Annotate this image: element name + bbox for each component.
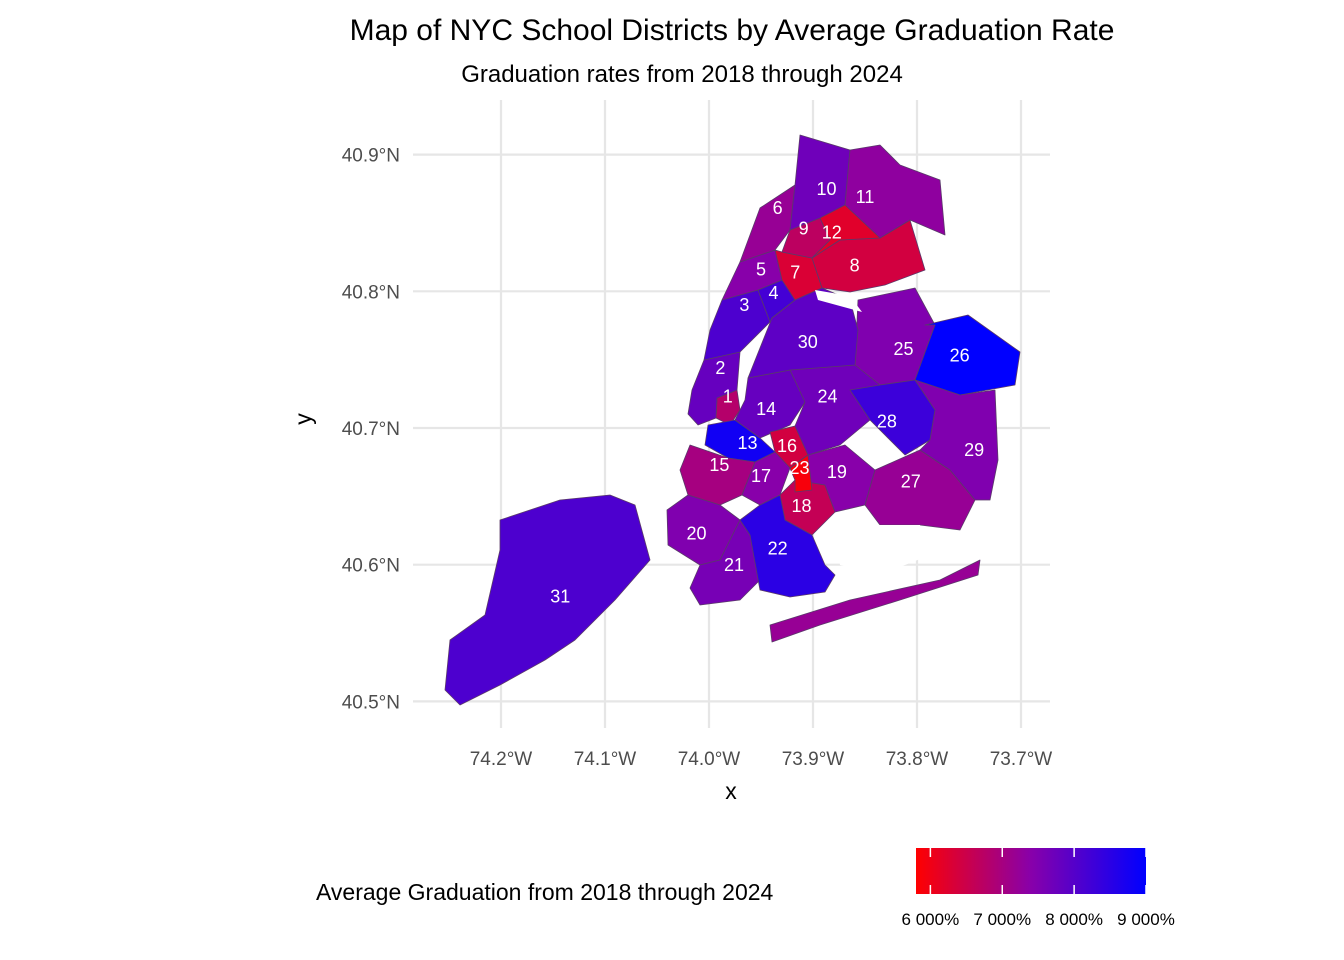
district-label: 3 (739, 295, 749, 315)
y-tick-labels: 40.9°N 40.8°N 40.7°N 40.6°N 40.5°N (342, 146, 400, 714)
district-27-rockaway (769, 559, 981, 643)
legend-tick-label: 8 000% (1045, 910, 1103, 929)
district-label: 15 (709, 455, 729, 475)
x-tick-label: 73.9°W (782, 749, 845, 770)
district-label: 1 (723, 387, 733, 407)
legend-ticks: 6 000% 7 000% 8 000% 9 000% (902, 848, 1175, 929)
district-label: 4 (768, 283, 778, 303)
district-12 (811, 204, 881, 259)
district-label: 29 (964, 440, 984, 460)
district-label: 11 (856, 187, 875, 207)
district-label: 14 (756, 399, 776, 419)
district-label: 18 (792, 496, 812, 516)
district-2 (687, 351, 741, 426)
district-label: 30 (798, 332, 818, 352)
district-label: 8 (850, 255, 860, 275)
y-tick-label: 40.7°N (342, 419, 400, 440)
y-tick-label: 40.8°N (342, 282, 400, 303)
district-15 (679, 444, 756, 506)
x-tick-labels: 74.2°W 74.1°W 74.0°W 73.9°W 73.8°W 73.7°W (470, 749, 1053, 770)
y-tick-label: 40.9°N (342, 146, 400, 167)
district-26 (914, 314, 1021, 396)
y-tick-label: 40.5°N (342, 692, 400, 713)
chart-title: Map of NYC School Districts by Average G… (350, 14, 1115, 47)
district-label: 2 (715, 358, 725, 378)
district-label: 6 (773, 198, 783, 218)
district-23 (789, 454, 813, 493)
district-label: 21 (724, 555, 744, 575)
district-label: 16 (777, 436, 797, 456)
chart-subtitle: Graduation rates from 2018 through 2024 (461, 61, 903, 88)
water-gaps (815, 290, 930, 575)
district-label: 12 (822, 223, 842, 243)
district-label: 7 (790, 262, 800, 282)
district-label: 13 (737, 433, 757, 453)
district-label: 20 (687, 523, 707, 543)
district-polygons (444, 134, 1021, 706)
district-label: 23 (789, 458, 809, 478)
legend-tick-label: 9 000% (1117, 910, 1175, 929)
x-tick-label: 74.2°W (470, 749, 533, 770)
y-tick-label: 40.6°N (342, 556, 400, 577)
district-label: 17 (751, 466, 771, 486)
x-axis-title: x (725, 778, 737, 804)
legend-tick-label: 6 000% (902, 910, 960, 929)
legend: Average Graduation from 2018 through 202… (316, 848, 1175, 929)
district-label: 26 (950, 346, 970, 366)
district-29 (914, 379, 999, 501)
x-tick-label: 73.7°W (990, 749, 1053, 770)
water-gap (830, 520, 930, 575)
district-label: 27 (901, 471, 921, 491)
district-label: 25 (893, 339, 913, 359)
district-label: 19 (827, 462, 847, 482)
district-label: 5 (756, 260, 766, 280)
district-6 (739, 184, 796, 263)
legend-colorbar (916, 848, 1146, 894)
district-22 (739, 494, 836, 598)
x-tick-label: 73.8°W (886, 749, 949, 770)
district-label: 9 (799, 219, 809, 239)
district-label: 28 (877, 411, 897, 431)
water-gap (815, 290, 862, 312)
y-axis-title: y (290, 413, 316, 425)
district-31 (444, 494, 651, 706)
district-label: 31 (550, 586, 570, 606)
district-30 (747, 287, 859, 379)
x-tick-label: 74.0°W (678, 749, 741, 770)
legend-tick-label: 7 000% (973, 910, 1031, 929)
district-label: 22 (768, 538, 788, 558)
legend-title: Average Graduation from 2018 through 202… (316, 879, 774, 905)
x-tick-label: 74.1°W (574, 749, 637, 770)
district-label: 10 (817, 179, 837, 199)
district-label: 24 (818, 387, 838, 407)
